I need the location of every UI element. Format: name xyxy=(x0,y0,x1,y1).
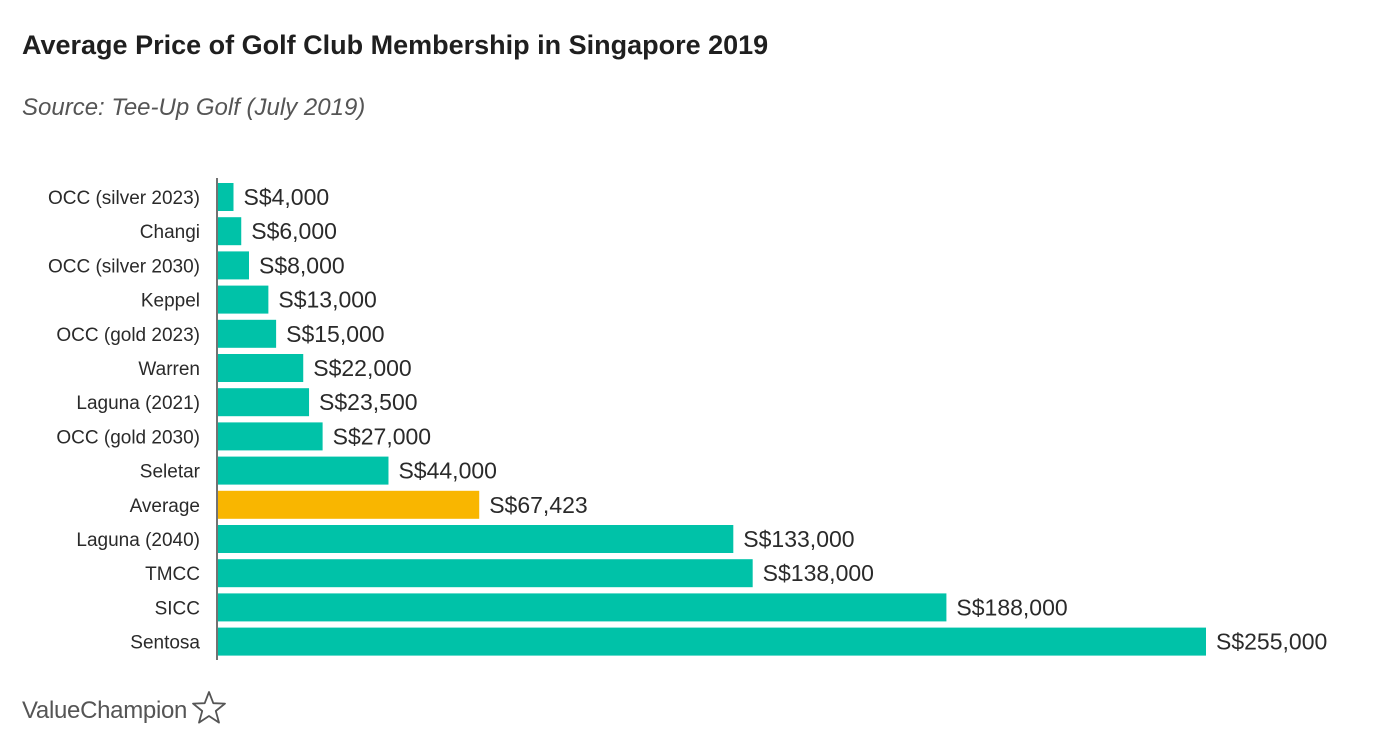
bar xyxy=(218,422,323,451)
category-label: Changi xyxy=(140,222,200,243)
category-label: Warren xyxy=(138,359,200,380)
bars-layer: OCC (silver 2023) S$4,000 Changi S$6,000 OCC… xyxy=(48,183,1327,656)
value-label: S$15,000 xyxy=(286,321,384,347)
bar xyxy=(218,354,304,382)
bar-chart: OCC (silver 2023) S$4,000 Changi S$6,000 OCC… xyxy=(48,178,1327,660)
bar xyxy=(218,217,242,246)
bar xyxy=(218,251,249,280)
bar xyxy=(218,593,947,622)
value-label: S$4,000 xyxy=(243,184,329,210)
value-label: S$6,000 xyxy=(251,218,337,244)
value-label: S$138,000 xyxy=(763,560,874,586)
average-bar xyxy=(218,490,480,519)
brand-name: ValueChampion xyxy=(22,696,188,724)
bar xyxy=(218,183,234,211)
star-outline-icon xyxy=(191,690,227,731)
bar xyxy=(218,525,734,553)
value-label: S$13,000 xyxy=(278,287,376,313)
value-label: S$8,000 xyxy=(259,252,345,278)
category-label: OCC (gold 2023) xyxy=(56,325,200,346)
category-label: TMCC xyxy=(145,564,200,585)
category-label: Laguna (2040) xyxy=(76,530,200,551)
bar xyxy=(218,319,277,348)
chart-subtitle: Source: Tee-Up Golf (July 2019) xyxy=(22,94,366,121)
category-label: SICC xyxy=(155,598,200,619)
category-label: Seletar xyxy=(140,462,201,483)
category-label: Keppel xyxy=(141,291,200,312)
value-label: S$133,000 xyxy=(743,526,854,552)
bar xyxy=(218,456,389,485)
chart-title: Average Price of Golf Club Membership in… xyxy=(22,30,769,60)
bar xyxy=(218,285,269,314)
value-label: S$22,000 xyxy=(313,355,411,381)
category-label: OCC (silver 2030) xyxy=(48,256,200,277)
bar xyxy=(218,388,310,417)
value-label: S$27,000 xyxy=(333,423,431,449)
brand-logo: ValueChampion xyxy=(22,690,227,731)
value-label: S$188,000 xyxy=(956,594,1067,620)
value-label: S$44,000 xyxy=(398,458,496,484)
category-label: OCC (gold 2030) xyxy=(56,427,200,448)
category-label: Average xyxy=(130,496,200,517)
value-label: S$255,000 xyxy=(1216,629,1327,655)
bar xyxy=(218,559,753,588)
value-label: S$67,423 xyxy=(489,492,587,518)
value-label: S$23,500 xyxy=(319,389,417,415)
category-label: Laguna (2021) xyxy=(76,393,200,414)
bar xyxy=(218,627,1206,656)
category-label: Sentosa xyxy=(130,633,200,654)
category-label: OCC (silver 2023) xyxy=(48,188,200,209)
